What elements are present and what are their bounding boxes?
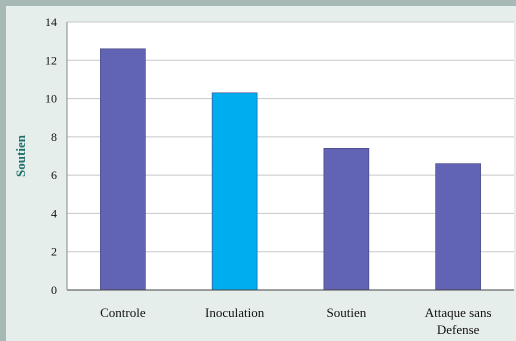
- bar-inoculation: [211, 92, 258, 291]
- bar-controle: [100, 48, 146, 291]
- x-category-labels: Controle Inoculation Soutien Attaque sans De…: [100, 305, 491, 337]
- y-axis-label: Soutien: [13, 134, 28, 177]
- y-tick-label: 2: [51, 245, 57, 259]
- y-tick-labels: 0 2 4 6 8 10 12 14: [45, 15, 57, 297]
- x-category-label: Attaque sans Defense: [425, 305, 492, 337]
- y-tick-label: 8: [51, 130, 57, 144]
- axes: [66, 22, 514, 291]
- x-category-label: Inoculation: [205, 305, 265, 320]
- y-tick-label: 0: [51, 283, 57, 297]
- y-tick-label: 14: [45, 15, 57, 29]
- bar-attaque-sans-defense: [435, 163, 481, 291]
- bar-soutien: [323, 148, 370, 291]
- y-tick-label: 12: [45, 53, 57, 67]
- x-category-label: Soutien: [327, 305, 367, 320]
- y-tick-label: 10: [45, 92, 57, 106]
- y-tick-label: 4: [51, 206, 57, 220]
- x-category-label: Controle: [100, 305, 146, 320]
- y-tick-label: 6: [51, 168, 57, 182]
- chart-panel: 0 2 4 6 8 10 12 14 Controle Inoculation Soutien At…: [6, 6, 516, 341]
- bar-chart: 0 2 4 6 8 10 12 14 Controle Inoculation Soutien At…: [13, 15, 514, 337]
